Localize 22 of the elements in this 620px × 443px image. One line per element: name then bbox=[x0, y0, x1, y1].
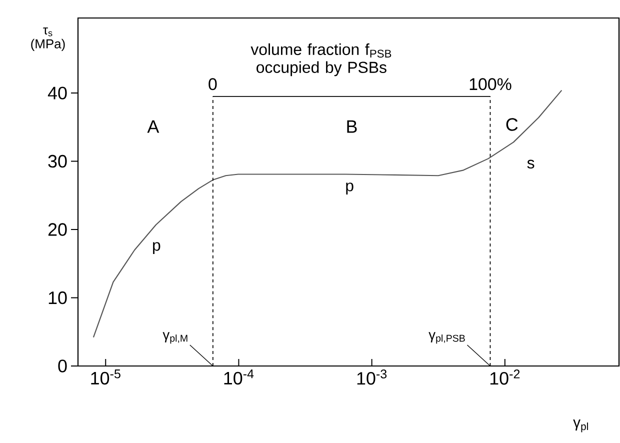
annotation: p bbox=[153, 242, 160, 254]
x-tick-label: 10$^{-5}$ bbox=[91, 370, 120, 385]
x-tick-label: 10$^{-2}$ bbox=[490, 370, 520, 385]
annotation: volume fraction f$_{PSB}$ occupied by PSBs bbox=[250, 43, 392, 76]
y-axis-title: τ$_{s}$ (MPa) bbox=[31, 28, 65, 51]
annotation: B bbox=[347, 120, 357, 133]
annotation: A bbox=[147, 120, 160, 133]
annotation: s bbox=[527, 160, 534, 169]
annotation: C bbox=[506, 118, 518, 131]
annotation: p bbox=[346, 182, 354, 194]
y-tick-label: 10 bbox=[48, 291, 67, 304]
annotation: γ$_{pl,M}$ bbox=[162, 332, 188, 344]
x-axis-title: γ$_{pl}$ bbox=[573, 420, 588, 432]
x-tick-label: 10$^{-4}$ bbox=[224, 370, 254, 385]
annotation: γ$_{pl,PSB}$ bbox=[428, 332, 465, 344]
y-tick-label: 30 bbox=[48, 154, 67, 168]
y-tick-label: 20 bbox=[48, 223, 67, 236]
x-tick-label: 10$^{-3}$ bbox=[357, 370, 387, 385]
y-tick-label: 40 bbox=[48, 86, 67, 100]
annotation: 100% bbox=[470, 78, 512, 90]
y-tick-label: 0 bbox=[58, 360, 67, 372]
annotation: 0 bbox=[208, 78, 217, 90]
